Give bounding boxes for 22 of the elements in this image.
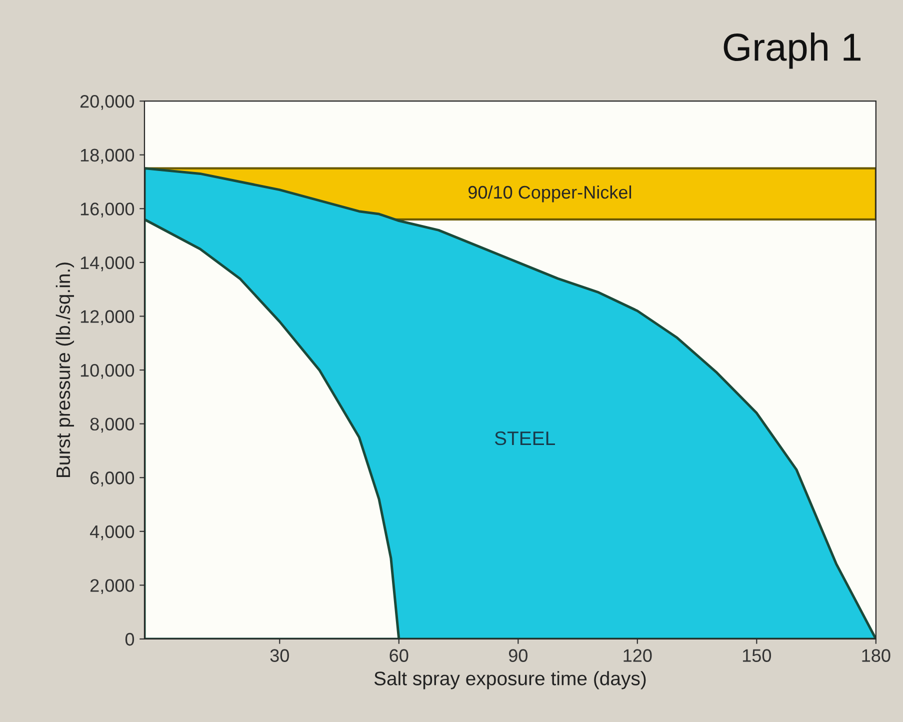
y-tick-label: 12,000 (80, 310, 134, 326)
x-tick-label: 120 (624, 649, 652, 662)
y-tick-label: 6,000 (90, 472, 134, 486)
y-tick-label: 16,000 (80, 202, 134, 218)
y-tick-label: 4,000 (90, 525, 134, 540)
y-tick-label: 18,000 (80, 148, 134, 164)
x-tick-label: 150 (742, 649, 772, 662)
chart-title: Graph 1 (724, 32, 860, 69)
y-tick-label: 14,000 (80, 256, 134, 272)
y-tick-label: 8,000 (90, 418, 134, 433)
y-axis-title: Burst pressure (lb./sq.in.) (56, 262, 74, 478)
x-tick-label: 90 (508, 649, 528, 662)
band-label: 90/10 Copper-Nickel (468, 185, 632, 202)
y-tick-label: 2,000 (90, 579, 134, 594)
x-axis-title: Salt spray exposure time (days) (374, 671, 646, 690)
x-tick-label: 60 (390, 649, 408, 662)
y-tick-label: 10,000 (80, 364, 134, 379)
y-tick-label: 0 (125, 632, 134, 646)
x-tick-label: 180 (862, 649, 890, 662)
annotation: STEEL (494, 431, 555, 446)
x-tick-label: 30 (270, 649, 289, 662)
y-tick-label: 20,000 (80, 95, 134, 110)
